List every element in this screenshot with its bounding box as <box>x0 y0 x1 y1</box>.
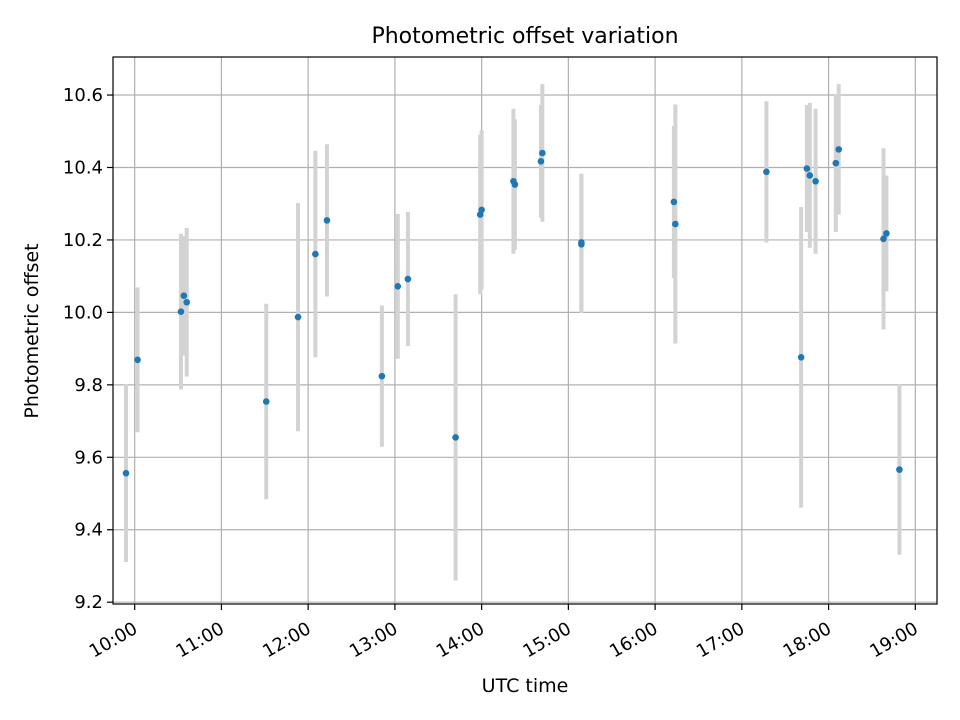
x-tick-label: 10:00 <box>86 618 141 662</box>
data-point <box>294 313 302 321</box>
x-tick-label: 17:00 <box>693 618 748 662</box>
data-point <box>134 356 141 364</box>
chart-title: Photometric offset variation <box>371 24 678 49</box>
data-point <box>262 398 270 405</box>
data-point <box>312 250 319 258</box>
x-tick-label: 16:00 <box>606 618 661 662</box>
data-point <box>832 159 840 167</box>
y-tick-label: 10.0 <box>63 302 103 323</box>
data-point <box>797 354 805 361</box>
data-point <box>378 372 386 380</box>
y-tick-label: 10.6 <box>63 85 103 106</box>
y-axis-label: Photometric offset <box>21 243 43 418</box>
x-tick-label: 15:00 <box>519 618 574 662</box>
x-tick-label: 18:00 <box>780 618 835 662</box>
data-point <box>896 466 903 473</box>
y-tick-label: 9.8 <box>74 375 103 396</box>
data-point <box>670 198 678 206</box>
data-point <box>539 149 546 157</box>
y-ticks: 9.2 9.4 9.6 9.8 10.0 10.2 10.4 10.6 <box>63 85 113 613</box>
y-tick-label: 10.2 <box>63 230 103 251</box>
x-tick-label: 14:00 <box>433 618 488 662</box>
data-point <box>880 235 887 243</box>
data-point <box>478 206 485 214</box>
data-point <box>672 220 679 228</box>
grid <box>113 57 937 604</box>
y-tick-label: 9.6 <box>74 447 103 468</box>
y-tick-label: 9.4 <box>74 520 103 541</box>
error-bars <box>124 84 902 581</box>
data-point <box>323 217 331 224</box>
data-point <box>578 239 585 246</box>
y-tick-label: 10.4 <box>63 157 103 178</box>
data-point <box>803 165 811 172</box>
x-axis-label: UTC time <box>482 675 569 697</box>
x-tick-label: 11:00 <box>172 618 227 662</box>
y-tick-label: 9.2 <box>74 592 103 613</box>
plot-area <box>112 56 938 605</box>
data-point <box>177 308 185 315</box>
data-point <box>180 292 188 300</box>
data-point <box>404 275 412 283</box>
data-point <box>763 168 770 176</box>
x-tick-label: 13:00 <box>346 618 401 662</box>
data-point <box>835 146 842 153</box>
data-point <box>394 283 402 290</box>
data-point <box>883 230 890 237</box>
x-tick-label: 19:00 <box>866 618 921 662</box>
data-point <box>183 298 191 306</box>
data-points <box>122 146 903 477</box>
data-point <box>452 434 459 441</box>
data-point <box>812 177 819 185</box>
x-tick-label: 12:00 <box>259 618 314 662</box>
data-point <box>511 181 519 188</box>
x-ticks: 10:00 11:00 12:00 13:00 14:00 15:00 16:00 17:00… <box>86 604 922 662</box>
data-point <box>537 158 545 165</box>
data-point <box>122 469 130 477</box>
data-point <box>806 172 814 179</box>
